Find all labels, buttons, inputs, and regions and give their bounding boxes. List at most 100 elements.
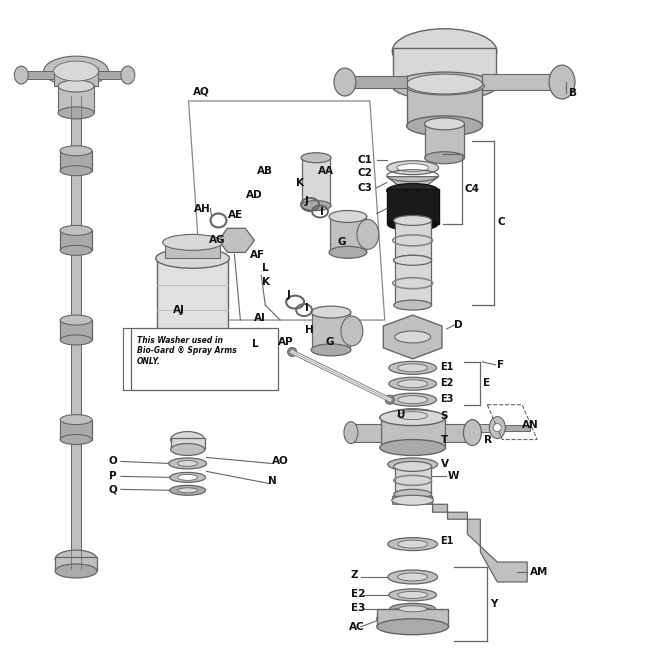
Polygon shape xyxy=(393,496,527,582)
Text: This Washer used in
Bio-Gard ® Spray Arms
ONLY.: This Washer used in Bio-Gard ® Spray Arm… xyxy=(137,336,236,366)
Text: AN: AN xyxy=(522,420,539,430)
Ellipse shape xyxy=(392,72,497,100)
Bar xyxy=(60,230,92,250)
Ellipse shape xyxy=(407,116,482,136)
Text: E1: E1 xyxy=(440,536,454,546)
Bar xyxy=(58,85,94,113)
Bar xyxy=(131,328,279,390)
Ellipse shape xyxy=(389,362,436,374)
Bar xyxy=(395,220,430,260)
Text: I: I xyxy=(305,303,309,313)
Ellipse shape xyxy=(389,378,436,390)
Ellipse shape xyxy=(390,603,436,614)
Text: N: N xyxy=(268,477,277,486)
Ellipse shape xyxy=(58,80,94,92)
Ellipse shape xyxy=(394,255,432,265)
Text: AP: AP xyxy=(279,337,294,347)
Bar xyxy=(156,258,228,362)
Ellipse shape xyxy=(55,550,97,568)
Bar xyxy=(55,557,97,571)
Text: L: L xyxy=(252,339,259,349)
Ellipse shape xyxy=(387,161,438,175)
Ellipse shape xyxy=(178,461,197,467)
Text: C4: C4 xyxy=(465,184,479,194)
Text: T: T xyxy=(440,434,447,445)
Ellipse shape xyxy=(288,347,296,356)
Ellipse shape xyxy=(379,440,446,455)
Ellipse shape xyxy=(53,61,98,81)
Ellipse shape xyxy=(424,152,465,164)
Text: G: G xyxy=(338,238,346,248)
Ellipse shape xyxy=(341,316,363,346)
Ellipse shape xyxy=(398,364,428,372)
Text: C1: C1 xyxy=(358,154,373,165)
Text: AJ: AJ xyxy=(173,305,185,315)
Ellipse shape xyxy=(121,66,135,84)
Bar xyxy=(60,320,92,340)
Ellipse shape xyxy=(394,255,432,265)
Text: AB: AB xyxy=(257,166,273,176)
Bar xyxy=(395,261,430,305)
Text: I: I xyxy=(320,207,324,218)
Text: AA: AA xyxy=(318,166,334,176)
Ellipse shape xyxy=(60,226,92,236)
Bar xyxy=(60,420,92,440)
Ellipse shape xyxy=(171,432,205,447)
Text: AG: AG xyxy=(209,236,225,246)
Text: AE: AE xyxy=(228,211,244,220)
Ellipse shape xyxy=(549,65,575,99)
Ellipse shape xyxy=(301,201,331,211)
Text: E3: E3 xyxy=(351,603,365,613)
Ellipse shape xyxy=(392,495,434,506)
Ellipse shape xyxy=(405,77,484,95)
Ellipse shape xyxy=(334,68,356,96)
Bar xyxy=(312,312,350,350)
Text: Q: Q xyxy=(109,484,117,494)
Bar xyxy=(393,48,496,86)
Ellipse shape xyxy=(489,416,506,438)
Ellipse shape xyxy=(311,344,351,356)
Text: AM: AM xyxy=(530,567,548,577)
Bar xyxy=(424,124,465,158)
Ellipse shape xyxy=(398,379,428,388)
Ellipse shape xyxy=(379,410,446,426)
Ellipse shape xyxy=(377,619,449,635)
Text: E2: E2 xyxy=(351,589,365,599)
Ellipse shape xyxy=(397,164,428,172)
Bar xyxy=(60,150,92,171)
Text: AC: AC xyxy=(349,622,364,632)
Text: B: B xyxy=(569,88,577,98)
Ellipse shape xyxy=(394,215,432,226)
Text: L: L xyxy=(262,263,269,273)
Text: G: G xyxy=(325,337,333,347)
Text: S: S xyxy=(440,411,448,420)
Ellipse shape xyxy=(388,409,438,422)
Text: AD: AD xyxy=(246,189,263,199)
Ellipse shape xyxy=(178,488,197,493)
Bar xyxy=(351,424,381,442)
Ellipse shape xyxy=(388,570,438,584)
Ellipse shape xyxy=(399,606,426,612)
Ellipse shape xyxy=(463,420,481,446)
Bar xyxy=(98,71,128,79)
Text: AI: AI xyxy=(254,313,266,323)
Text: C2: C2 xyxy=(358,168,373,178)
Text: J: J xyxy=(286,290,290,300)
Ellipse shape xyxy=(398,540,428,548)
Text: AH: AH xyxy=(193,203,211,214)
Text: E1: E1 xyxy=(440,362,454,372)
Ellipse shape xyxy=(329,246,367,258)
Ellipse shape xyxy=(60,434,92,445)
Bar xyxy=(387,189,438,224)
Ellipse shape xyxy=(388,538,438,550)
Polygon shape xyxy=(387,177,438,197)
Ellipse shape xyxy=(398,573,428,581)
Ellipse shape xyxy=(44,56,108,86)
Bar xyxy=(345,76,407,88)
Ellipse shape xyxy=(394,489,432,499)
Text: D: D xyxy=(455,320,463,330)
Ellipse shape xyxy=(170,473,205,482)
Ellipse shape xyxy=(493,424,502,432)
Ellipse shape xyxy=(311,306,351,318)
Ellipse shape xyxy=(392,29,497,73)
